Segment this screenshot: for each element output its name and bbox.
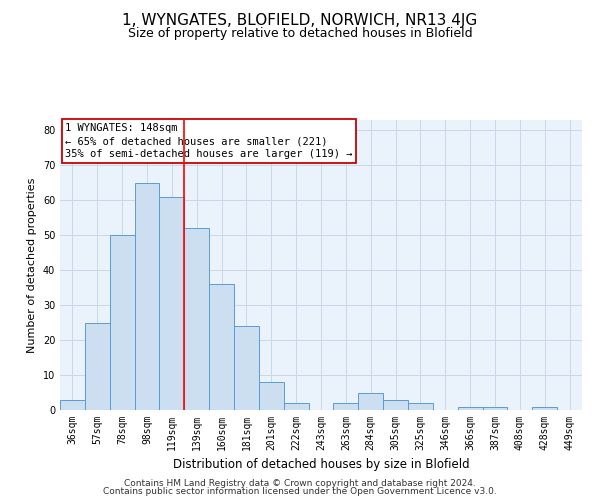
- X-axis label: Distribution of detached houses by size in Blofield: Distribution of detached houses by size …: [173, 458, 469, 471]
- Y-axis label: Number of detached properties: Number of detached properties: [27, 178, 37, 352]
- Bar: [334, 403, 358, 410]
- Bar: [458, 406, 482, 410]
- Bar: [134, 183, 160, 410]
- Text: Size of property relative to detached houses in Blofield: Size of property relative to detached ho…: [128, 28, 472, 40]
- Bar: [160, 197, 184, 410]
- Bar: [110, 236, 134, 410]
- Bar: [85, 322, 110, 410]
- Bar: [408, 403, 433, 410]
- Text: Contains HM Land Registry data © Crown copyright and database right 2024.: Contains HM Land Registry data © Crown c…: [124, 478, 476, 488]
- Bar: [383, 400, 408, 410]
- Bar: [532, 406, 557, 410]
- Text: Contains public sector information licensed under the Open Government Licence v3: Contains public sector information licen…: [103, 487, 497, 496]
- Text: 1 WYNGATES: 148sqm
← 65% of detached houses are smaller (221)
35% of semi-detach: 1 WYNGATES: 148sqm ← 65% of detached hou…: [65, 123, 353, 160]
- Bar: [259, 382, 284, 410]
- Bar: [209, 284, 234, 410]
- Bar: [358, 392, 383, 410]
- Bar: [284, 403, 308, 410]
- Bar: [184, 228, 209, 410]
- Bar: [60, 400, 85, 410]
- Bar: [234, 326, 259, 410]
- Text: 1, WYNGATES, BLOFIELD, NORWICH, NR13 4JG: 1, WYNGATES, BLOFIELD, NORWICH, NR13 4JG: [122, 12, 478, 28]
- Bar: [482, 406, 508, 410]
